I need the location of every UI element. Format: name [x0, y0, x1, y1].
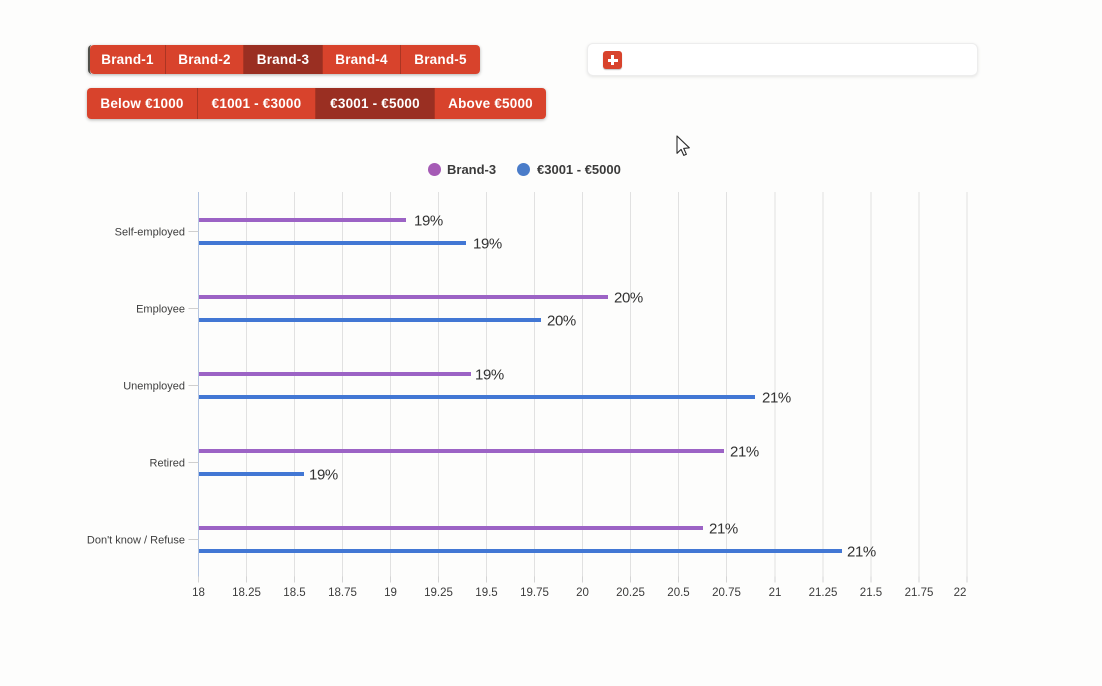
svg-text:18.25: 18.25	[232, 587, 261, 599]
svg-text:18: 18	[192, 587, 205, 599]
svg-text:19.25: 19.25	[424, 587, 453, 599]
svg-text:19%: 19%	[475, 367, 504, 384]
svg-text:21%: 21%	[709, 521, 738, 538]
svg-text:21.5: 21.5	[860, 587, 882, 599]
svg-text:19.75: 19.75	[520, 587, 549, 599]
svg-text:21%: 21%	[762, 390, 791, 407]
svg-text:20%: 20%	[614, 290, 643, 307]
svg-text:20.75: 20.75	[712, 587, 741, 599]
svg-text:18.5: 18.5	[283, 587, 305, 599]
svg-text:21.25: 21.25	[809, 587, 838, 599]
svg-text:19%: 19%	[309, 467, 338, 484]
svg-text:Employee: Employee	[136, 304, 185, 316]
svg-text:19%: 19%	[414, 213, 443, 230]
svg-text:19.5: 19.5	[475, 587, 497, 599]
svg-text:21%: 21%	[730, 444, 759, 461]
svg-text:20: 20	[576, 587, 589, 599]
svg-text:21: 21	[769, 587, 782, 599]
svg-text:Self-employed: Self-employed	[115, 227, 185, 239]
svg-text:19: 19	[384, 587, 397, 599]
svg-text:20%: 20%	[547, 313, 576, 330]
svg-text:21%: 21%	[847, 544, 876, 561]
svg-text:18.75: 18.75	[328, 587, 357, 599]
svg-text:19%: 19%	[473, 236, 502, 253]
svg-text:22: 22	[954, 587, 967, 599]
svg-text:20.5: 20.5	[667, 587, 689, 599]
svg-text:21.75: 21.75	[905, 587, 934, 599]
svg-text:Unemployed: Unemployed	[123, 381, 185, 393]
svg-text:Retired: Retired	[150, 458, 185, 470]
svg-text:Don't know / Refuse: Don't know / Refuse	[87, 535, 185, 547]
svg-text:20.25: 20.25	[616, 587, 645, 599]
